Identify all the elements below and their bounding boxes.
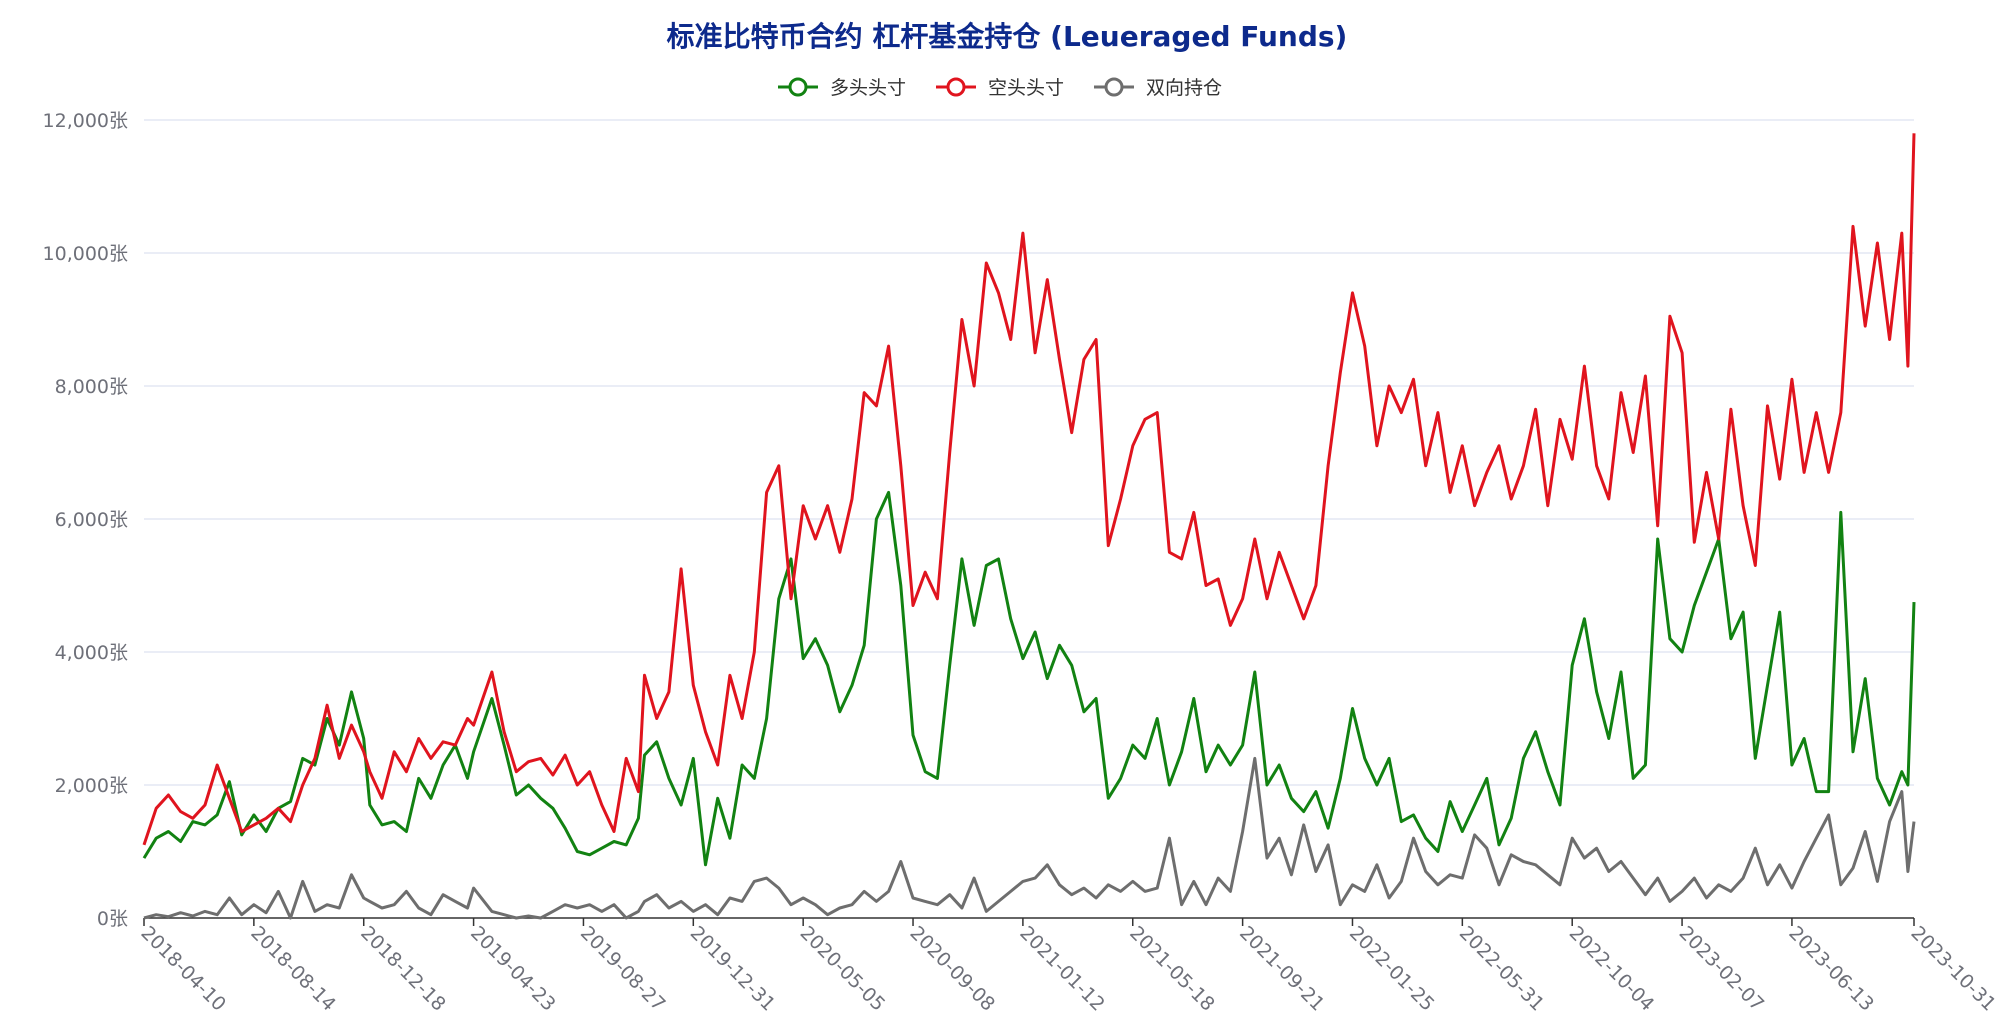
x-tick-label: 2023-02-07 [1675,922,1769,1016]
legend-label: 双向持仓 [1146,77,1222,99]
y-tick-label: 6,000张 [55,509,128,531]
legend-marker [788,77,808,97]
x-tick-label: 2019-04-23 [466,922,560,1016]
x-tick-label: 2022-01-25 [1345,922,1439,1016]
grid [144,119,1914,786]
x-tick-label: 2021-01-12 [1015,922,1109,1016]
y-axis: 0张 2,000张 4,000张 6,000张 8,000张 10,000张 12,000张 [43,110,128,930]
y-tick-label: 0张 [97,908,128,930]
x-tick-label: 2023-06-13 [1784,922,1878,1016]
x-tick-label: 2018-04-10 [136,922,230,1016]
legend-label: 空头头寸 [988,77,1064,99]
x-tick-label: 2019-08-27 [576,922,670,1016]
x-tick-label: 2018-08-14 [246,922,340,1016]
x-tick-label: 2021-09-21 [1235,922,1329,1016]
legend-item[interactable]: 空头头寸 [936,77,1064,99]
series-line-2 [142,133,1916,846]
series-group [142,133,1916,920]
legend-label: 多头头寸 [830,77,906,99]
y-tick-label: 8,000张 [55,376,128,398]
x-tick-label: 2022-10-04 [1565,922,1659,1016]
x-tick-label: 2023-10-31 [1906,922,2000,1016]
y-tick-label: 12,000张 [43,110,128,132]
x-axis: 2018-04-10 2018-08-14 2018-12-18 2019-04-23… [136,917,2000,1016]
y-tick-label: 10,000张 [43,243,128,265]
x-tick-label: 2021-05-18 [1125,922,1219,1016]
x-tick-label: 2019-12-31 [686,922,780,1016]
x-tick-label: 2018-12-18 [356,922,450,1016]
y-tick-label: 2,000张 [55,775,128,797]
series-line-1 [142,490,1916,867]
series-line-3 [143,756,1916,920]
x-tick-label: 2020-09-08 [905,922,999,1016]
legend: 多头头寸 空头头寸 双向持仓 [778,77,1222,99]
chart-title: 标准比特币合约 杠杆基金持仓 (Leueraged Funds) [667,20,1348,53]
legend-marker [1104,77,1124,97]
legend-item[interactable]: 双向持仓 [1094,77,1222,99]
legend-marker [946,77,966,97]
legend-item[interactable]: 多头头寸 [778,77,906,99]
x-tick-label: 2022-05-31 [1455,922,1549,1016]
x-tick-label: 2020-05-05 [796,922,890,1016]
y-tick-label: 4,000张 [55,642,128,664]
